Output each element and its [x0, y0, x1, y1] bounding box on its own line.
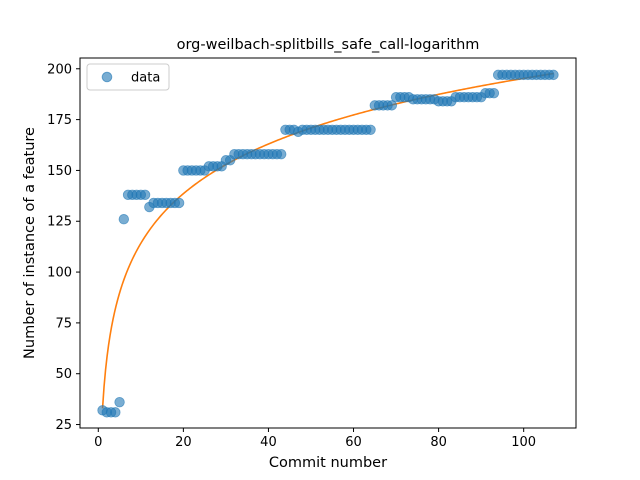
y-tick-label: 150 [47, 164, 72, 179]
y-tick-label: 50 [55, 367, 72, 382]
y-tick-label: 175 [47, 113, 72, 128]
x-axis-label: Commit number [269, 455, 387, 471]
x-tick-label: 100 [511, 435, 536, 450]
data-point [118, 214, 130, 225]
x-tick-label: 20 [175, 435, 192, 450]
x-tick-label: 60 [345, 435, 362, 450]
x-tick-label: 80 [430, 435, 447, 450]
y-axis-label: Number of instance of a feature [22, 127, 38, 359]
legend-box [86, 63, 170, 91]
y-tick-label: 25 [55, 418, 72, 433]
y-tick-label: 100 [47, 266, 72, 281]
data-point [173, 197, 185, 209]
data-point [365, 124, 376, 135]
data-point [110, 407, 121, 418]
y-tick-label: 200 [47, 62, 72, 77]
data-point [139, 189, 151, 201]
data-point [548, 69, 559, 81]
x-axis: 0 20 40 60 80 100 [94, 428, 536, 450]
data-points-layer [97, 69, 559, 418]
data-point [276, 148, 287, 160]
y-tick-label: 75 [55, 316, 72, 331]
chart-title: org-weilbach-splitbills_safe_call-logari… [177, 37, 480, 53]
data-point [386, 100, 398, 111]
y-tick-label: 125 [47, 215, 72, 230]
x-tick-label: 40 [260, 435, 277, 450]
legend-label-data: data [131, 71, 160, 86]
legend: data [86, 63, 170, 91]
plot-area [79, 57, 577, 429]
legend-marker-data [101, 71, 113, 83]
axes-frame [79, 57, 577, 429]
data-point [114, 396, 125, 408]
x-tick-label: 0 [94, 435, 102, 450]
y-axis: 25 50 75 100 125 150 175 200 [47, 62, 80, 433]
data-point [488, 87, 500, 99]
